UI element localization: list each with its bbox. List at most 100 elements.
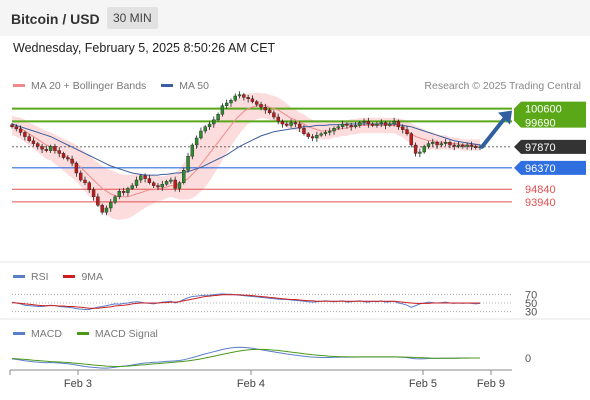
candle-body <box>276 116 280 122</box>
macd-panel: 0 <box>11 346 531 369</box>
rsi-9ma-legend-label: 9MA <box>81 271 104 283</box>
time-axis: Feb 3 Feb 4 Feb 5 Feb 9 <box>0 261 590 390</box>
ma20-legend-label: MA 20 + Bollinger Bands <box>31 80 147 92</box>
candle-body <box>199 130 203 139</box>
main-legend: MA 20 + Bollinger Bands MA 50 <box>13 80 209 92</box>
candle-body <box>302 127 306 134</box>
candle-body <box>61 153 66 158</box>
candle-body <box>358 122 362 126</box>
candle-body <box>194 137 199 146</box>
ma20-swatch <box>13 83 25 87</box>
candle-body <box>48 146 53 151</box>
candle-body <box>439 143 444 146</box>
candle-body <box>246 97 250 100</box>
macd-signal-line <box>11 348 480 367</box>
rsi-tick-50: 50 <box>525 298 537 310</box>
candle-body <box>353 125 358 128</box>
candle-body <box>96 196 100 206</box>
candle-body <box>474 146 478 148</box>
candle-body <box>448 141 452 146</box>
candle-body <box>91 189 96 198</box>
candle-body <box>310 136 315 139</box>
candle-body <box>186 155 190 171</box>
candle-body <box>220 105 225 115</box>
x-tick-label: Feb 9 <box>477 378 505 390</box>
x-tick-label: Feb 4 <box>237 378 265 390</box>
timeframe-badge[interactable]: 30 MIN <box>107 7 158 29</box>
candle-body <box>36 143 40 147</box>
candle-body <box>78 172 83 181</box>
candle-body <box>332 127 336 132</box>
candle-body <box>259 104 263 108</box>
rsi-9ma-swatch <box>63 274 76 278</box>
candle-body <box>31 140 36 144</box>
candle-body <box>431 141 435 144</box>
candle-body <box>392 120 396 125</box>
candle-body <box>349 125 353 128</box>
candle-body <box>388 123 392 126</box>
candle-body <box>413 144 418 154</box>
candle-body <box>362 120 366 123</box>
candle-body <box>203 126 207 132</box>
candle-body <box>160 183 164 188</box>
ma50-swatch <box>161 83 174 87</box>
level-label-93940: 93940 <box>525 197 556 209</box>
target-arrow-head <box>498 110 512 125</box>
candle-body <box>345 123 349 126</box>
candle-body <box>255 101 259 105</box>
candle-body <box>465 144 469 147</box>
candle-body <box>233 95 237 101</box>
level-label-97870: 97870 <box>525 142 556 154</box>
candle-body <box>100 204 104 213</box>
candle-body <box>285 123 289 126</box>
level-label-99690: 99690 <box>525 117 556 129</box>
candle-body <box>182 169 186 183</box>
candle-body <box>435 141 439 146</box>
candle-body <box>280 120 285 125</box>
candle-body <box>169 179 173 182</box>
candle-body <box>212 119 216 125</box>
candle-body <box>177 182 182 189</box>
level-label-bg-100600 <box>514 101 586 128</box>
rsi-9ma-line <box>11 294 480 309</box>
candle-body <box>139 175 143 181</box>
candle-body <box>57 150 61 154</box>
candle-body <box>143 175 147 179</box>
candle-body <box>113 196 117 203</box>
x-tick-label: Feb 3 <box>64 378 92 390</box>
candle-body <box>250 98 255 102</box>
candle-body <box>207 123 212 127</box>
rsi-legend-label: RSI <box>31 271 49 283</box>
candle-body <box>23 132 27 137</box>
candle-body <box>216 113 220 120</box>
candle-body <box>263 106 268 111</box>
candle-body <box>126 188 130 193</box>
candle-body <box>375 123 379 126</box>
candle-body <box>267 109 272 113</box>
candle-body <box>229 99 233 104</box>
candle-body <box>237 94 242 97</box>
candle-body <box>422 146 426 153</box>
candle-body <box>224 102 229 106</box>
candle-body <box>173 179 177 189</box>
macd-legend: MACD MACD Signal <box>13 328 158 340</box>
candle-body <box>293 122 298 125</box>
candle-body <box>336 126 341 129</box>
rsi-tick-30: 30 <box>525 307 537 319</box>
candle-body <box>328 130 332 133</box>
candle-body <box>164 181 169 185</box>
candle-body <box>297 123 302 129</box>
rsi-line <box>11 293 481 310</box>
candle-body <box>461 144 465 147</box>
candle-body <box>418 151 422 154</box>
macd-legend-label: MACD <box>31 328 62 340</box>
candle-body <box>70 158 74 164</box>
timestamp: Wednesday, February 5, 2025 8:50:26 AM C… <box>13 41 276 55</box>
chart-header: Bitcoin / USD 30 MIN <box>0 0 590 36</box>
candle-body <box>340 123 345 127</box>
candle-body <box>74 162 79 174</box>
candle-body <box>426 143 431 147</box>
instrument-title: Bitcoin / USD <box>11 11 100 27</box>
